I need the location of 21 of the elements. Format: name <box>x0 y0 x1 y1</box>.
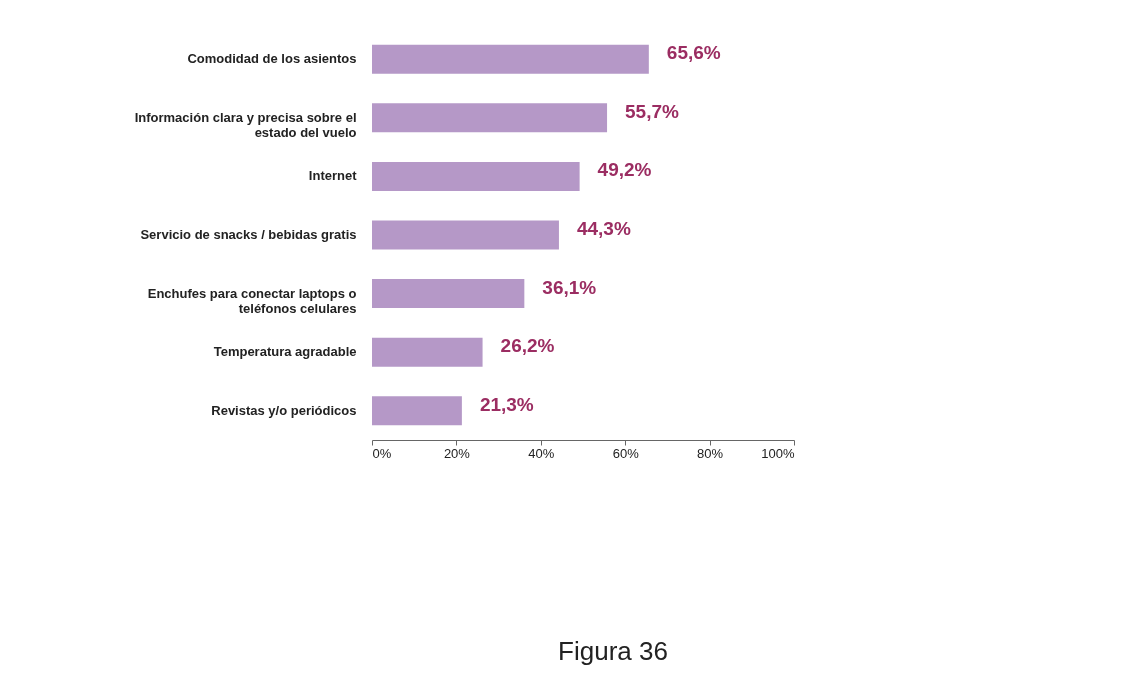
x-tick-label: 100% <box>761 445 795 461</box>
data-label: 44,3% <box>576 218 631 239</box>
x-tick-label: 80% <box>697 445 724 461</box>
y-tick-label: Servicio de snacks / bebidas gratis <box>140 227 357 242</box>
data-label: 65,6% <box>666 42 721 64</box>
y-tick-label: Información clara y precisa sobre el estado del vuelo <box>134 109 357 140</box>
y-tick-label: Internet <box>308 168 358 184</box>
x-tick-label: 40% <box>528 445 555 461</box>
text: Figura 36 <box>558 636 668 666</box>
y-tick-label: Comodidad de los asientos <box>187 51 357 67</box>
data-label: 21,3% <box>479 393 534 415</box>
x-tick-label: 0% <box>372 445 392 461</box>
data-label: 36,1% <box>542 276 597 298</box>
x-tick-label: 60% <box>612 445 640 461</box>
y-tick-label: Revistas y/o periódicos <box>211 402 357 418</box>
y-tick-label: Temperatura agradable <box>213 344 357 360</box>
data-label: 26,2% <box>500 335 555 357</box>
data-label: 49,2% <box>597 159 652 181</box>
y-tick-label: Enchufes para conectar laptops o teléfonos celulares <box>147 285 357 316</box>
x-tick-label: 20% <box>443 445 471 461</box>
data-label: 55,7% <box>625 100 680 122</box>
